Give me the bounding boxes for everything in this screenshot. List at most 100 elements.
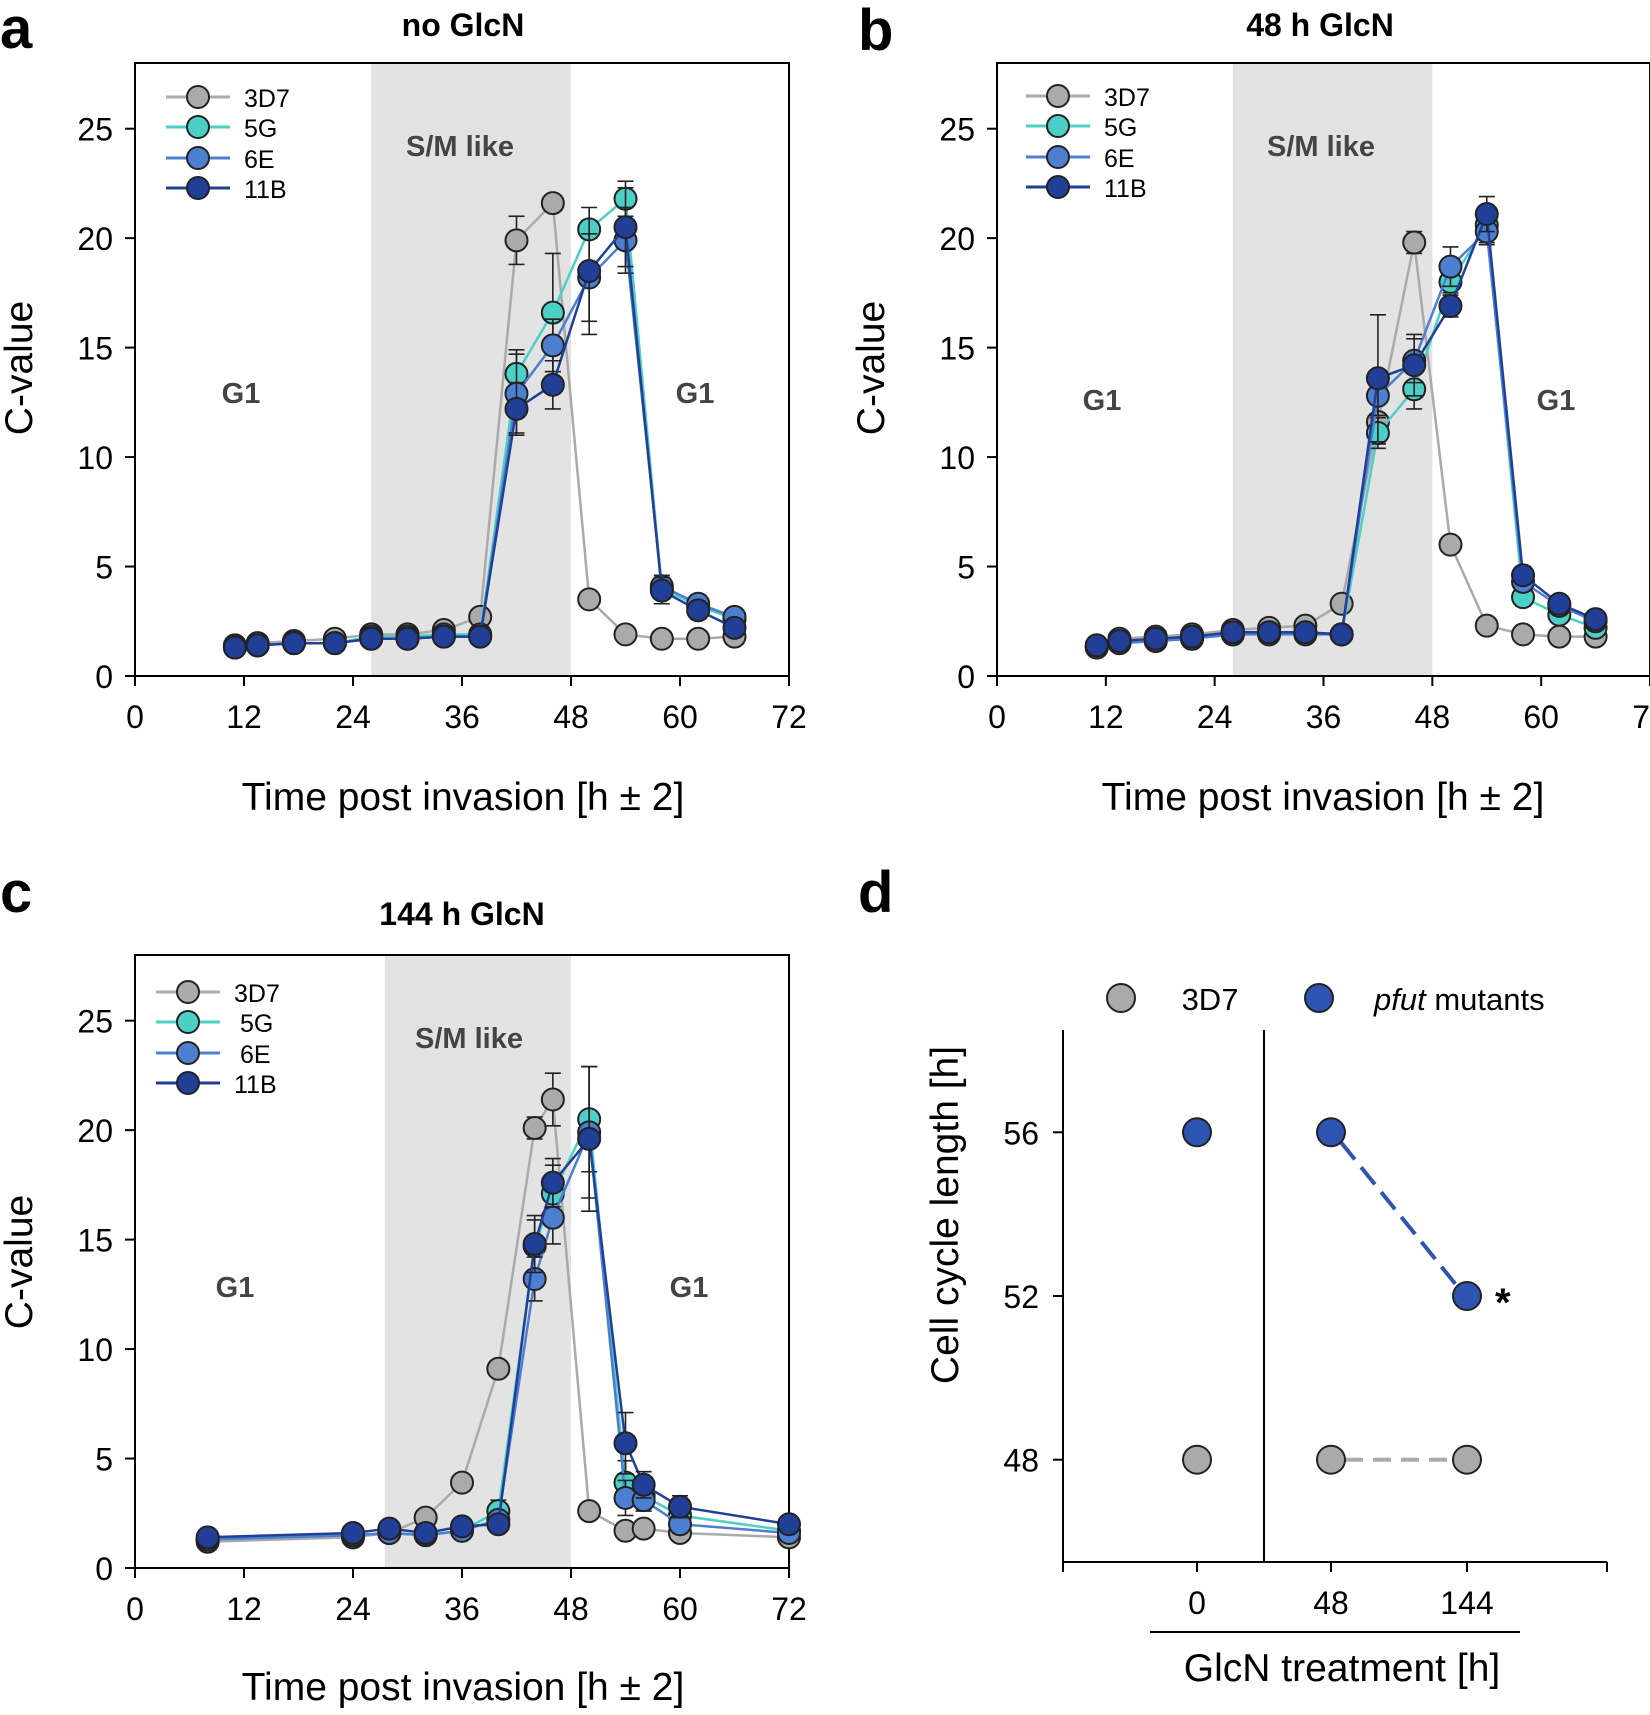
data-point-11b <box>1438 294 1463 319</box>
data-point-11b <box>1583 607 1608 632</box>
x-tick-label: 12 <box>226 1591 262 1627</box>
x-tick-label: 48 <box>553 699 589 735</box>
data-point-11b <box>613 215 638 240</box>
x-tick-label: 36 <box>1306 699 1342 735</box>
legend-b: 3D7 5G 6E 11B <box>1026 84 1150 203</box>
panel-letter-a: a <box>0 0 33 61</box>
data-point-11b <box>413 1520 438 1545</box>
data-point-11b <box>195 1525 220 1550</box>
panel-title-c: 144 h GlcN <box>379 896 544 932</box>
phase-label-g1-left-b: G1 <box>1083 385 1122 417</box>
x-tick-label: 12 <box>1088 699 1124 735</box>
x-tick-label: 72 <box>771 699 807 735</box>
y-tick-label: 48 <box>1003 1443 1039 1479</box>
legend-d: 3D7 pfut mutants <box>1106 982 1545 1017</box>
y-tick-label: 10 <box>77 1332 113 1368</box>
series-11b <box>1084 195 1608 658</box>
legend-label-3d7: 3D7 <box>1182 982 1239 1017</box>
data-point-11b <box>341 1520 365 1545</box>
x-axis-label-a: Time post invasion [h ± 2] <box>242 776 685 819</box>
y-tick-label: 5 <box>95 550 113 586</box>
legend-label-6e: 6E <box>1104 145 1135 173</box>
x-tick-label: 48 <box>553 1591 589 1627</box>
data-point-11b <box>1402 353 1427 378</box>
legend-a: 3D7 5G 6E 11B <box>166 85 290 204</box>
trend-line-pfut <box>1339 1141 1459 1288</box>
phase-label-sm-b: S/M like <box>1267 131 1375 163</box>
data-point-11b <box>1179 624 1204 649</box>
phase-label-g1-left-a: G1 <box>222 378 261 410</box>
legend-marker-3d7 <box>186 85 210 109</box>
data-point-11b <box>540 1170 565 1195</box>
y-tick-label: 5 <box>95 1442 113 1478</box>
data-point-3d7 <box>613 622 638 647</box>
series-11b <box>195 1065 801 1550</box>
legend-marker-3d7 <box>176 980 200 1004</box>
data-point-11b <box>631 1472 656 1497</box>
legend-label-11b: 11B <box>1104 175 1147 203</box>
legend-marker-3d7 <box>1106 983 1136 1013</box>
phase-label-sm-c: S/M like <box>415 1023 523 1055</box>
data-point-3d7 <box>486 1356 511 1381</box>
data-point-11b <box>613 1431 638 1456</box>
y-tick-label: 5 <box>957 550 975 586</box>
data-point-3d7 <box>540 1087 565 1112</box>
data-point-3d7 <box>1438 532 1463 557</box>
legend-marker-6e <box>186 146 210 170</box>
plot-area-b: 0 12 24 36 48 60 72 0 5 10 15 20 25 <box>939 62 1650 735</box>
panel-b: b 48 h GlcN 0 12 24 36 48 60 72 0 5 10 15 20 25 Time… <box>850 0 1650 819</box>
panel-c: c 144 h GlcN 0 12 24 36 48 60 72 0 5 10 15 20 25 Tim… <box>0 860 807 1709</box>
data-point-11b <box>1474 202 1499 227</box>
data-point-3d7 <box>1474 613 1499 638</box>
y-tick-label: 52 <box>1003 1279 1039 1315</box>
x-tick-label: 72 <box>1632 699 1650 735</box>
legend-label-11b: 11B <box>234 1071 277 1099</box>
x-tick-label: 36 <box>444 1591 480 1627</box>
legend-marker-5g <box>1046 114 1070 138</box>
data-point-11b <box>450 1514 474 1539</box>
data-point-11b <box>504 396 529 421</box>
y-tick-label: 15 <box>939 331 975 367</box>
x-tick-label: 24 <box>335 699 371 735</box>
x-tick-label: 60 <box>662 699 698 735</box>
legend-label-3d7: 3D7 <box>244 85 290 113</box>
data-point-3d7 <box>1316 1444 1346 1475</box>
panel-title-b: 48 h GlcN <box>1246 7 1394 43</box>
x-tick-label: 72 <box>771 1591 807 1627</box>
y-tick-label: 0 <box>95 1551 113 1587</box>
legend-item-3d7: 3D7 <box>1026 84 1150 112</box>
data-point-11b <box>686 598 711 623</box>
legend-item-3d7: 3D7 <box>156 980 280 1008</box>
legend-item-11b: 11B <box>166 176 287 204</box>
data-point-3d7 <box>504 228 529 253</box>
data-point-3d7 <box>686 626 711 651</box>
data-point-11b <box>540 372 565 397</box>
data-point-11b <box>649 578 674 603</box>
x-tick-label: 0 <box>988 699 1006 735</box>
data-point-11b <box>322 631 347 656</box>
data-point-11b <box>1511 563 1536 588</box>
legend-marker-6e <box>176 1041 200 1065</box>
data-point-11b <box>1084 633 1109 658</box>
data-point-11b <box>577 258 602 283</box>
data-point-11b <box>1293 620 1318 645</box>
phase-label-g1-left-c: G1 <box>216 1272 255 1304</box>
legend-label-3d7: 3D7 <box>234 980 280 1008</box>
data-point-3d7 <box>522 1115 547 1140</box>
data-point-3d7 <box>1511 622 1536 647</box>
legend-item-5g: 5G <box>156 1010 273 1038</box>
data-point-11b <box>1257 620 1282 645</box>
data-point-11b <box>1143 626 1168 651</box>
data-point-11b <box>281 631 306 656</box>
panel-letter-c: c <box>0 860 32 925</box>
data-point-11b <box>468 624 493 649</box>
x-tick-label: 60 <box>1523 699 1559 735</box>
panel-letter-d: d <box>858 860 893 925</box>
data-point-3d7 <box>577 1499 602 1524</box>
data-point-pfut <box>1316 1117 1346 1148</box>
legend-label-6e: 6E <box>244 146 275 174</box>
data-point-3d7 <box>631 1516 656 1541</box>
legend-marker-5g <box>186 115 210 139</box>
data-point-3d7 <box>649 626 674 651</box>
